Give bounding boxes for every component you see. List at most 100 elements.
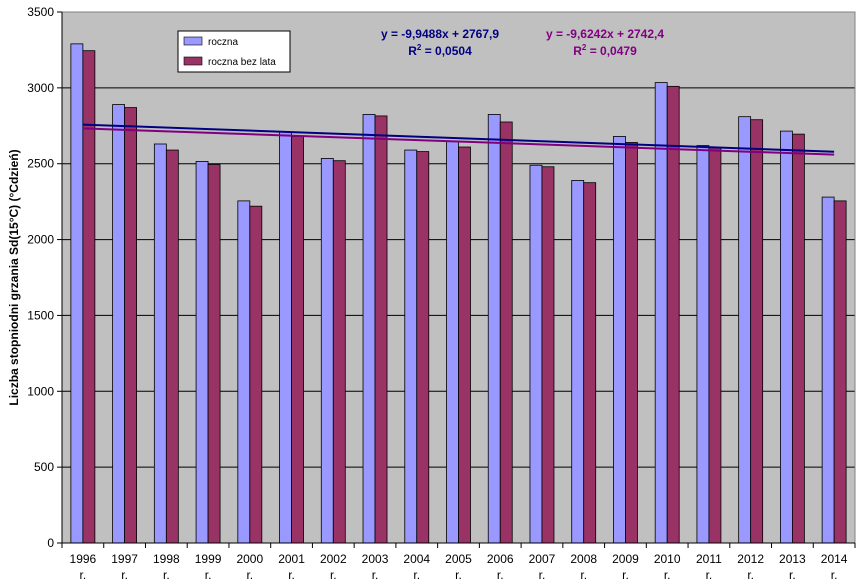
- bar-roczna-bez-lata-2012: [750, 119, 764, 544]
- x-tick-label: 2007: [529, 552, 556, 566]
- bar-roczna-bez-lata-1999: [207, 164, 221, 544]
- bar-roczna-bez-lata-2002: [332, 160, 346, 544]
- x-tick-label: 2006: [487, 552, 514, 566]
- bar-roczna-2014: [821, 196, 835, 544]
- x-tick-suffix: r.: [163, 568, 170, 582]
- bar-roczna-2008: [571, 180, 585, 544]
- x-tick-label: 1998: [153, 552, 180, 566]
- y-tick-label: 2000: [27, 233, 54, 247]
- y-tick-label: 3500: [27, 5, 54, 19]
- trendline-roczna-bez-lata: [82, 127, 835, 156]
- bar-roczna-1998: [153, 143, 167, 544]
- x-tick-label: 2005: [445, 552, 472, 566]
- legend-label-roczna: roczna: [208, 37, 238, 48]
- x-tick-label: 1999: [195, 552, 222, 566]
- x-tick-suffix: r.: [580, 568, 587, 582]
- bar-roczna-2006: [487, 114, 501, 544]
- x-tick-suffix: r.: [80, 568, 87, 582]
- x-tick-suffix: r.: [246, 568, 253, 582]
- x-tick-suffix: r.: [330, 568, 337, 582]
- bar-roczna-2002: [320, 158, 334, 544]
- x-tick-suffix: r.: [497, 568, 504, 582]
- x-tick-label: 2013: [779, 552, 806, 566]
- trend-equation-roczna-bez-lata: y = -9,6242x + 2742,4: [546, 27, 664, 41]
- bar-roczna-bez-lata-2005: [458, 146, 471, 544]
- x-tick-suffix: r.: [455, 568, 462, 582]
- x-tick-label: 2000: [236, 552, 263, 566]
- bar-roczna-bez-lata-2004: [416, 151, 430, 544]
- bar-roczna-2003: [362, 114, 376, 544]
- x-tick-suffix: r.: [831, 568, 838, 582]
- bar-roczna-2013: [779, 130, 793, 544]
- bars: [70, 43, 847, 544]
- bar-roczna-bez-lata-2006: [499, 121, 513, 544]
- bar-roczna-bez-lata-2009: [625, 142, 638, 544]
- bar-roczna-bez-lata-2000: [249, 205, 263, 544]
- bar-roczna-bez-lata-1998: [165, 149, 179, 544]
- x-tick-label: 2012: [737, 552, 764, 566]
- trend-r2-roczna-bez-lata: R2 = 0,0479: [573, 43, 637, 58]
- bar-roczna-2007: [529, 164, 543, 544]
- bar-roczna-bez-lata-2003: [374, 115, 388, 544]
- bar-roczna-2011: [696, 145, 710, 544]
- y-tick-label: 1500: [27, 308, 54, 322]
- y-tick-label: 0: [47, 536, 54, 550]
- legend-swatch-roczna: [183, 36, 203, 46]
- x-tick-suffix: r.: [121, 568, 128, 582]
- x-tick-label: 2009: [612, 552, 639, 566]
- y-tick-label: 2500: [27, 157, 54, 171]
- trendline-equation-roczna-bez-lata: y = -9,6242x + 2742,4 R2 = 0,0479: [546, 27, 664, 58]
- trend-equation-roczna: y = -9,9488x + 2767,9: [381, 27, 499, 41]
- bar-roczna-2000: [237, 200, 251, 544]
- x-axis: 1996 r. 1997 r. 1998 r. 1999 r. 2000 r. 2001 r. 2002…: [61, 542, 856, 582]
- x-tick-suffix: r.: [288, 568, 295, 582]
- x-tick-label: 2001: [278, 552, 305, 566]
- x-tick-label: 2008: [570, 552, 597, 566]
- y-tick-label: 500: [34, 460, 54, 474]
- x-tick-suffix: r.: [622, 568, 629, 582]
- trendlines: [82, 123, 835, 156]
- bar-roczna-2004: [404, 149, 418, 544]
- legend-label-roczna-bez-lata: roczna bez lata: [208, 57, 276, 68]
- trendline-roczna: [82, 123, 835, 153]
- x-tick-label: 2010: [654, 552, 681, 566]
- bar-roczna-bez-lata-2001: [291, 136, 304, 544]
- legend: roczna roczna bez lata: [177, 30, 291, 73]
- x-tick-label: 2011: [696, 552, 722, 566]
- bar-roczna-2005: [446, 140, 459, 544]
- bar-roczna-bez-lata-2010: [666, 85, 680, 544]
- x-tick-suffix: r.: [747, 568, 754, 582]
- y-axis: 0 500 1000 1500 2000 2500 3000 3500: [27, 5, 63, 550]
- trend-r2-roczna: R2 = 0,0504: [408, 43, 472, 58]
- bar-roczna-2012: [738, 116, 752, 544]
- bar-roczna-bez-lata-2008: [583, 182, 597, 544]
- x-tick-label: 1996: [70, 552, 97, 566]
- y-tick-label: 1000: [27, 384, 54, 398]
- bar-roczna-1997: [112, 104, 126, 544]
- legend-swatch-roczna-bez-lata: [183, 56, 203, 66]
- x-tick-suffix: r.: [789, 568, 796, 582]
- bar-roczna-2010: [654, 82, 668, 544]
- x-tick-label: 2004: [403, 552, 430, 566]
- x-tick-label: 2014: [821, 552, 848, 566]
- x-tick-suffix: r.: [664, 568, 671, 582]
- x-tick-label: 2002: [320, 552, 347, 566]
- bar-roczna-bez-lata-2013: [791, 133, 805, 544]
- x-tick-label: 1997: [111, 552, 138, 566]
- x-tick-suffix: r.: [205, 568, 212, 582]
- bar-roczna-2001: [279, 131, 292, 544]
- x-tick-suffix: r.: [413, 568, 420, 582]
- y-tick-label: 3000: [27, 81, 54, 95]
- bar-roczna-1999: [195, 161, 209, 544]
- x-tick-suffix: r.: [372, 568, 379, 582]
- trendline-equation-roczna: y = -9,9488x + 2767,9 R2 = 0,0504: [381, 27, 499, 58]
- bar-roczna-bez-lata-2014: [833, 200, 847, 544]
- x-tick-suffix: r.: [706, 568, 713, 582]
- bar-roczna-2009: [613, 136, 626, 544]
- bar-roczna-1996: [70, 43, 84, 544]
- bar-roczna-bez-lata-2011: [708, 147, 722, 544]
- x-tick-label: 2003: [362, 552, 389, 566]
- y-axis-label: Liczba stopniodni grzania Sd(15°C) (°Cdz…: [7, 149, 21, 405]
- x-tick-suffix: r.: [539, 568, 546, 582]
